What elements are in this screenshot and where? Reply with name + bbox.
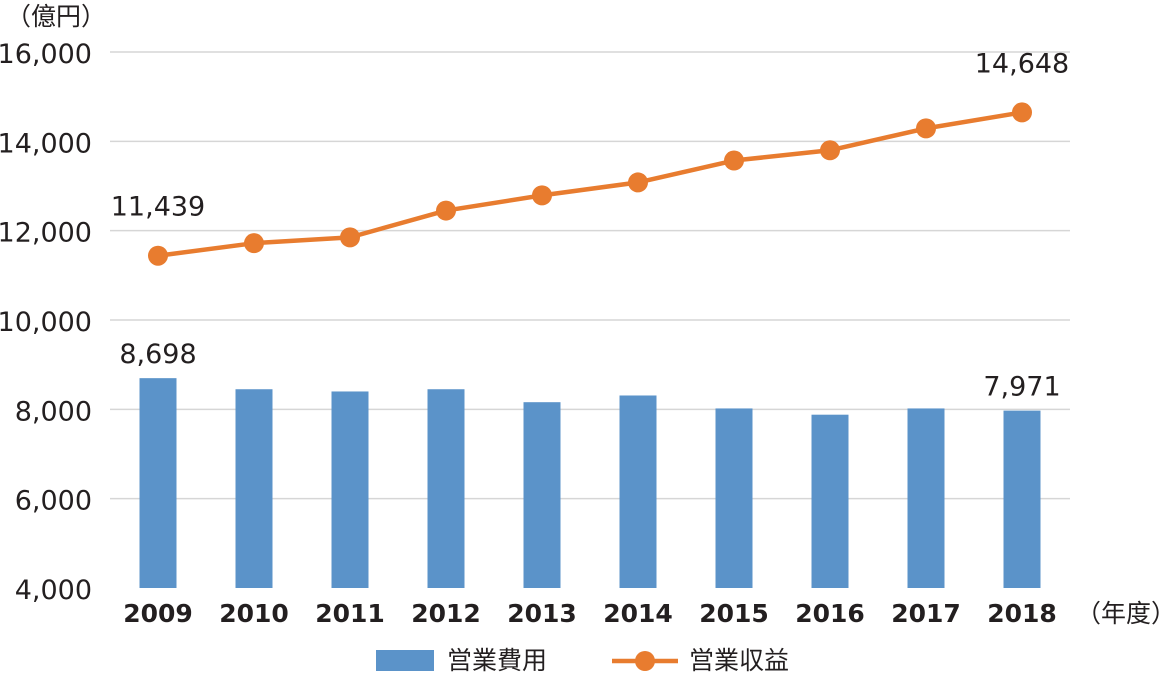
line-point-2015 [724, 150, 744, 171]
y-tick-label: 12,000 [0, 218, 92, 249]
x-tick-label: 2015 [699, 599, 769, 628]
x-tick-label: 2013 [507, 599, 577, 628]
line-point-2011 [340, 227, 360, 248]
bar-2017 [907, 408, 945, 588]
x-tick-label: 2010 [219, 599, 289, 628]
labels-layer: 4,000 6,000 8,000 10,000 12,000 14,000 16,000 （… [0, 2, 1160, 628]
bar-2012 [427, 389, 465, 588]
revenue-line [157, 110, 1023, 258]
bar-2009 [139, 378, 177, 588]
x-tick-label: 2018 [987, 599, 1057, 628]
legend: 営業費用 営業収益 [376, 646, 789, 675]
bar-2018 [1003, 410, 1041, 588]
line-layer [148, 102, 1032, 266]
y-tick-label: 6,000 [15, 486, 92, 517]
line-point-2012 [436, 200, 456, 221]
x-unit-label: （年度） [1076, 599, 1160, 628]
legend-line-marker [635, 651, 655, 671]
legend-bar-swatch [376, 650, 434, 671]
line-point-2010 [244, 233, 264, 254]
x-tick-label: 2009 [123, 599, 193, 628]
line-point-2013 [532, 185, 552, 206]
y-tick-label: 4,000 [15, 575, 92, 606]
bar-2015 [715, 408, 753, 588]
bar-data-label: 7,971 [983, 372, 1060, 403]
y-tick-label: 16,000 [0, 39, 92, 70]
bar-2013 [523, 402, 561, 588]
x-tick-label: 2011 [315, 599, 385, 628]
x-tick-label: 2014 [603, 599, 673, 628]
y-tick-label: 14,000 [0, 128, 92, 159]
bar-2016 [811, 414, 849, 588]
line-point-2014 [628, 172, 648, 193]
bars-layer [139, 378, 1041, 588]
line-point-2009 [148, 245, 168, 266]
x-tick-label: 2017 [891, 599, 961, 628]
line-data-label: 14,648 [975, 48, 1069, 79]
x-tick-label: 2016 [795, 599, 865, 628]
line-point-2017 [916, 118, 936, 139]
line-point-2016 [820, 140, 840, 161]
line-point-2018 [1012, 102, 1032, 123]
y-tick-label: 10,000 [0, 307, 92, 338]
y-tick-label: 8,000 [15, 396, 92, 427]
legend-bar-label: 営業費用 [447, 646, 547, 674]
line-data-label: 11,439 [111, 192, 205, 223]
y-unit-label: （億円） [6, 2, 106, 31]
legend-line-label: 営業収益 [689, 646, 789, 674]
bar-2010 [235, 389, 273, 588]
bar-2014 [619, 395, 657, 588]
x-tick-label: 2012 [411, 599, 481, 628]
bar-data-label: 8,698 [119, 339, 196, 370]
bar-2011 [331, 391, 369, 588]
